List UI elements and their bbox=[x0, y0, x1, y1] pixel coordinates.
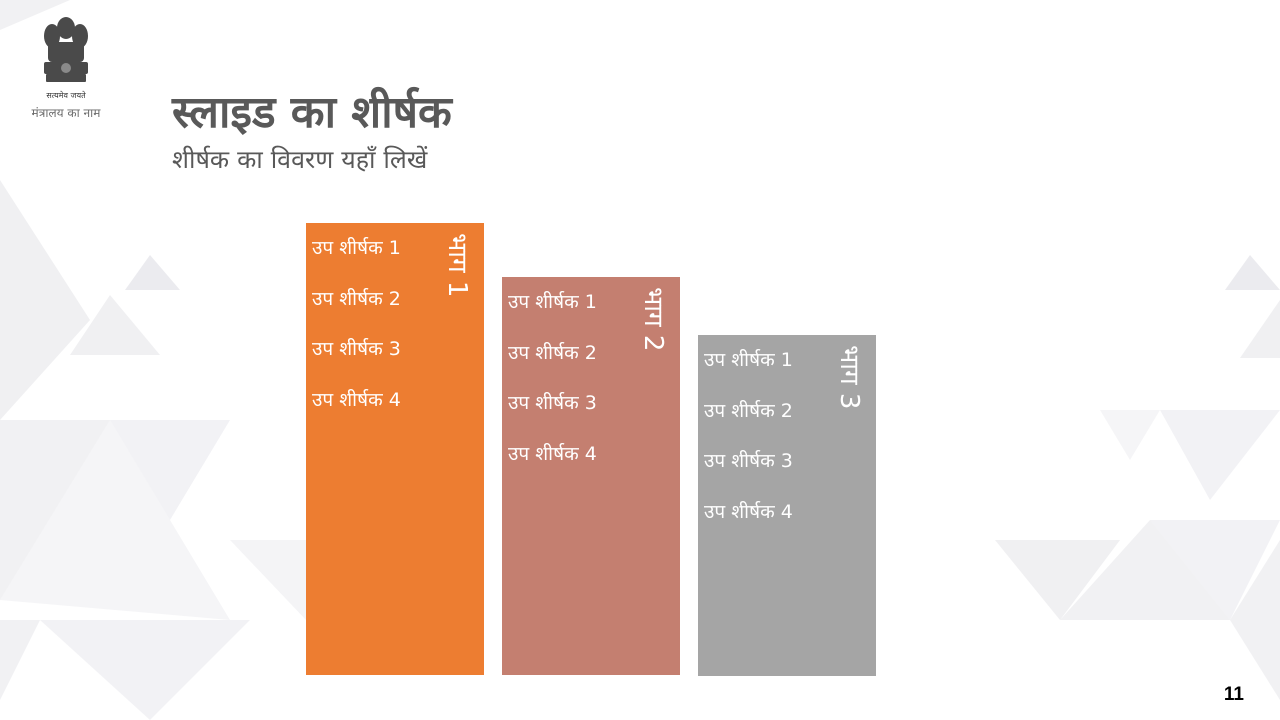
national-emblem-logo: सत्यमेव जयते bbox=[36, 14, 96, 106]
bg-triangle bbox=[125, 255, 180, 290]
bg-triangle bbox=[0, 620, 40, 700]
sub-heading-item: उप शीर्षक 4 bbox=[312, 388, 401, 411]
bg-triangle bbox=[0, 0, 70, 30]
part-column-3: उप शीर्षक 1 उप शीर्षक 2 उप शीर्षक 3 उप श… bbox=[698, 335, 876, 676]
sub-heading-item: उप शीर्षक 1 bbox=[312, 237, 401, 259]
bg-triangle bbox=[0, 180, 90, 420]
sub-heading-list: उप शीर्षक 1 उप शीर्षक 2 उप शीर्षक 3 उप श… bbox=[698, 335, 876, 549]
bg-triangle bbox=[1150, 520, 1280, 620]
sub-heading-item: उप शीर्षक 3 bbox=[508, 392, 597, 414]
emblem-lion-head-center bbox=[57, 17, 75, 39]
bg-triangle bbox=[1225, 255, 1280, 290]
part-label-2: भाग 2 bbox=[638, 287, 668, 352]
page-number: 11 bbox=[1223, 684, 1244, 705]
sub-heading-item: उप शीर्षक 3 bbox=[312, 338, 401, 360]
sub-heading-item: उप शीर्षक 2 bbox=[312, 287, 401, 310]
bg-triangle bbox=[40, 620, 250, 720]
bg-triangle bbox=[1060, 520, 1230, 620]
bg-triangle bbox=[1240, 300, 1280, 358]
part-label-3: भाग 3 bbox=[834, 345, 864, 410]
sub-heading-item: उप शीर्षक 2 bbox=[508, 341, 597, 364]
bg-triangle bbox=[1100, 410, 1160, 460]
part-column-1: उप शीर्षक 1 उप शीर्षक 2 उप शीर्षक 3 उप श… bbox=[306, 223, 484, 675]
sub-heading-item: उप शीर्षक 1 bbox=[704, 349, 793, 371]
bg-triangle bbox=[70, 295, 160, 355]
emblem-wheel bbox=[61, 63, 71, 73]
sub-heading-list: उप शीर्षक 1 उप शीर्षक 2 उप शीर्षक 3 उप श… bbox=[306, 223, 484, 437]
emblem-body bbox=[48, 42, 84, 62]
bg-triangle bbox=[1160, 410, 1280, 500]
sub-heading-item: उप शीर्षक 2 bbox=[704, 399, 793, 422]
slide-subtitle: शीर्षक का विवरण यहाँ लिखें bbox=[172, 145, 428, 174]
emblem-motto: सत्यमेव जयते bbox=[46, 90, 86, 100]
sub-heading-item: उप शीर्षक 4 bbox=[704, 500, 793, 523]
part-column-2: उप शीर्षक 1 उप शीर्षक 2 उप शीर्षक 3 उप श… bbox=[502, 277, 680, 675]
part-label-1: भाग 1 bbox=[442, 233, 472, 298]
bg-triangle bbox=[1230, 540, 1280, 700]
bg-triangle bbox=[0, 420, 230, 620]
ministry-name: मंत्रालय का नाम bbox=[31, 106, 101, 120]
bg-triangle bbox=[0, 420, 110, 600]
sub-heading-item: उप शीर्षक 3 bbox=[704, 450, 793, 472]
emblem-base bbox=[46, 74, 86, 82]
bg-triangle bbox=[230, 540, 306, 620]
sub-heading-list: उप शीर्षक 1 उप शीर्षक 2 उप शीर्षक 3 उप श… bbox=[502, 277, 680, 491]
bg-triangle bbox=[110, 420, 230, 520]
sub-heading-item: उप शीर्षक 4 bbox=[508, 442, 597, 465]
bg-triangle bbox=[995, 540, 1120, 620]
sub-heading-item: उप शीर्षक 1 bbox=[508, 291, 597, 313]
slide-title: स्लाइड का शीर्षक bbox=[172, 87, 452, 138]
